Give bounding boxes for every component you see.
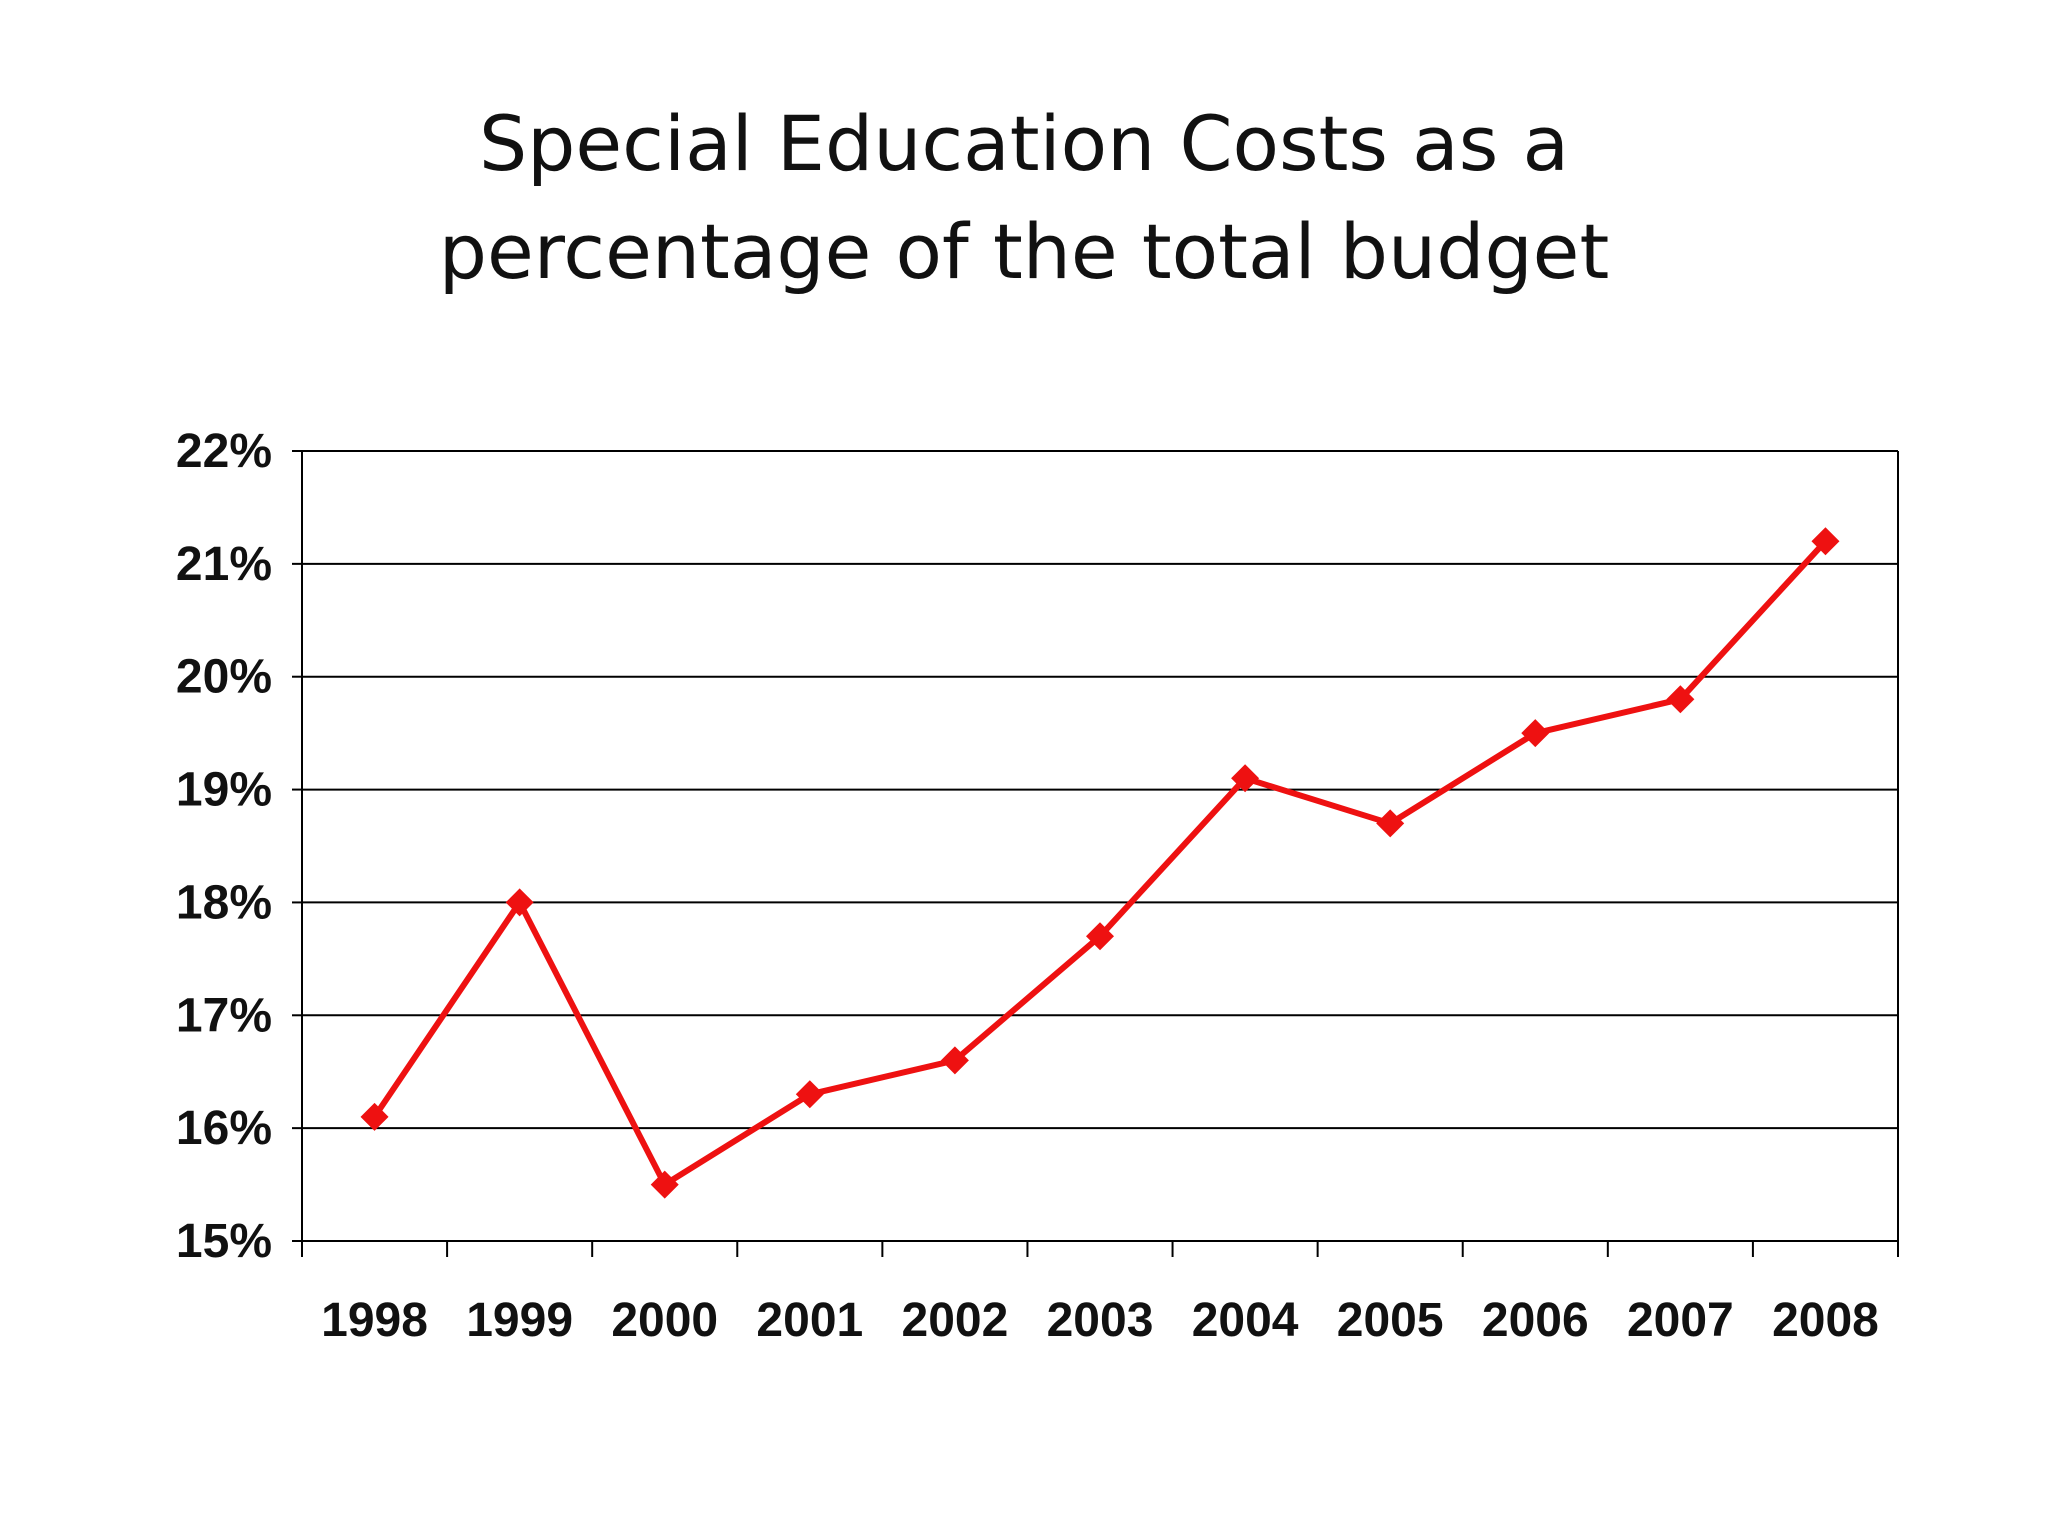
x-tick-label: 2001 — [756, 1294, 863, 1347]
y-tick-label: 21% — [176, 538, 272, 591]
data-point-marker — [505, 888, 534, 917]
data-point-marker — [360, 1102, 389, 1131]
y-tick-label: 18% — [176, 876, 272, 929]
data-point-marker — [650, 1170, 679, 1199]
gridlines — [302, 450, 1898, 1130]
data-point-marker — [1521, 719, 1550, 748]
x-tick-labels: 1998 1999 2000 2001 2002 2003 2004 2005 2006 2007… — [321, 1294, 1879, 1347]
x-tick-label: 2006 — [1482, 1294, 1589, 1347]
y-tick-labels: 15% 16% 17% 18% 19% 20% 21% 22% — [176, 425, 272, 1268]
x-tick-label: 2003 — [1047, 1294, 1154, 1347]
x-tick-label: 1999 — [466, 1294, 573, 1347]
x-tick-label: 2000 — [611, 1294, 718, 1347]
data-point-marker — [940, 1046, 969, 1075]
y-tick-label: 22% — [176, 425, 272, 478]
x-tick-label: 2002 — [902, 1294, 1009, 1347]
x-tick-label: 1998 — [321, 1294, 428, 1347]
y-tick-label: 20% — [176, 651, 272, 704]
data-series — [360, 527, 1840, 1199]
series-line — [372, 539, 1828, 1188]
axes — [292, 450, 1899, 1257]
y-tick-label: 16% — [176, 1102, 272, 1155]
x-tick-label: 2008 — [1772, 1294, 1879, 1347]
data-point-marker — [1376, 809, 1405, 838]
data-point-marker — [795, 1080, 824, 1109]
x-tick-label: 2007 — [1627, 1294, 1734, 1347]
data-point-marker — [1231, 764, 1260, 793]
data-point-marker — [1666, 685, 1695, 714]
y-tick-label: 15% — [176, 1215, 272, 1268]
x-tick-label: 2004 — [1192, 1294, 1299, 1347]
chart-title-line-2: percentage of the total budget — [438, 207, 1610, 296]
y-tick-label: 17% — [176, 989, 272, 1042]
data-point-marker — [1811, 527, 1840, 556]
chart-title: Special Education Costs as a percentage … — [0, 90, 2048, 306]
data-point-marker — [1086, 922, 1114, 951]
chart-title-line-1: Special Education Costs as a — [478, 99, 1570, 188]
y-tick-label: 19% — [176, 764, 272, 817]
x-tick-label: 2005 — [1337, 1294, 1444, 1347]
